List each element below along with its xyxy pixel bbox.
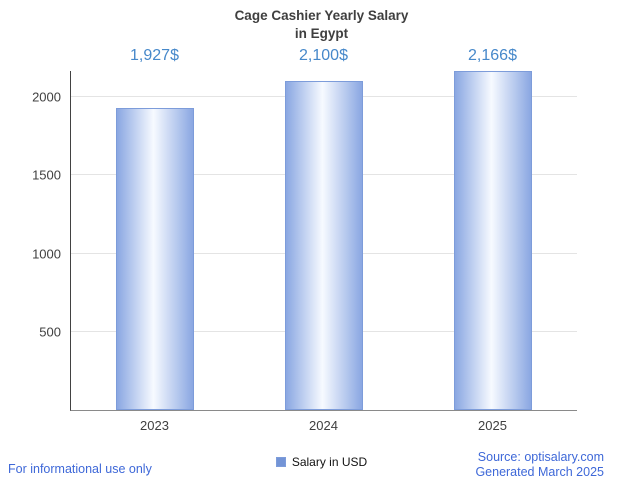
y-tick-label: 1500	[32, 167, 61, 183]
x-tick-label: 2025	[478, 418, 507, 433]
bar-value-label: 2,100$	[299, 47, 348, 64]
y-tick-label: 1000	[32, 246, 61, 261]
value-labels-row: 1,927$ 2,100$ 2,166$	[70, 47, 577, 65]
legend-swatch-icon	[275, 457, 286, 467]
x-tick-label: 2023	[140, 418, 169, 433]
y-tick-label: 2000	[32, 89, 61, 105]
bar-2024	[285, 81, 363, 410]
footer-source-block[interactable]: Source: optisalary.com Generated March 2…	[475, 450, 604, 480]
plot-area: 500 1000 1500 2000	[32, 71, 577, 411]
footer-disclaimer: For informational use only	[8, 462, 152, 476]
chart-title-line1: Cage Cashier Yearly Salary	[234, 8, 409, 23]
chart-title-line2: in Egypt	[294, 26, 349, 42]
y-tick-label: 500	[39, 324, 61, 340]
x-tick-label: 2024	[309, 418, 338, 433]
bar-column	[71, 71, 240, 410]
bar-value-label: 1,927$	[130, 47, 179, 64]
bar-value-label: 2,166$	[468, 47, 517, 64]
bar-2023	[116, 108, 195, 410]
chart-title: Cage Cashier Yearly Salary in Egypt	[0, 7, 643, 43]
x-axis-labels: 2023 2024 2025	[70, 418, 577, 433]
footer-source[interactable]: Source: optisalary.com	[477, 450, 604, 464]
bar-column	[408, 71, 577, 410]
bars-row	[71, 71, 577, 410]
legend-label: Salary in USD	[291, 455, 368, 469]
footer-generated: Generated March 2025	[475, 465, 604, 479]
bar-2025	[453, 71, 532, 410]
legend: Salary in USD	[0, 455, 643, 469]
bar-column	[240, 71, 409, 410]
